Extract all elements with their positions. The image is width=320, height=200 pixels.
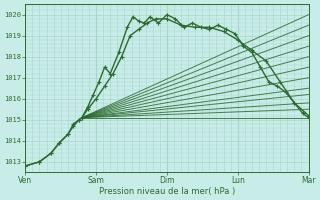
X-axis label: Pression niveau de la mer( hPa ): Pression niveau de la mer( hPa ) [99,187,235,196]
